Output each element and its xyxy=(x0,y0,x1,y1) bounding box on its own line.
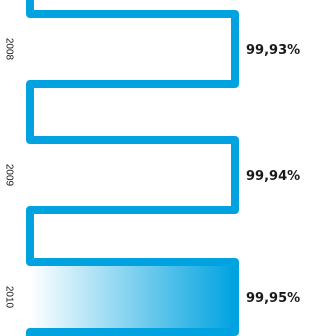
year-label-2008: 2008 xyxy=(4,38,15,61)
value-label-2009: 99,94% xyxy=(246,169,300,184)
value-label-2010: 99,95% xyxy=(246,291,300,306)
year-label-2009: 2009 xyxy=(4,164,15,187)
highlight-bar-2010 xyxy=(30,262,235,332)
timeline-zigzag-line xyxy=(26,0,239,336)
value-label-2008: 99,93% xyxy=(246,43,300,58)
year-label-2010: 2010 xyxy=(4,286,15,309)
